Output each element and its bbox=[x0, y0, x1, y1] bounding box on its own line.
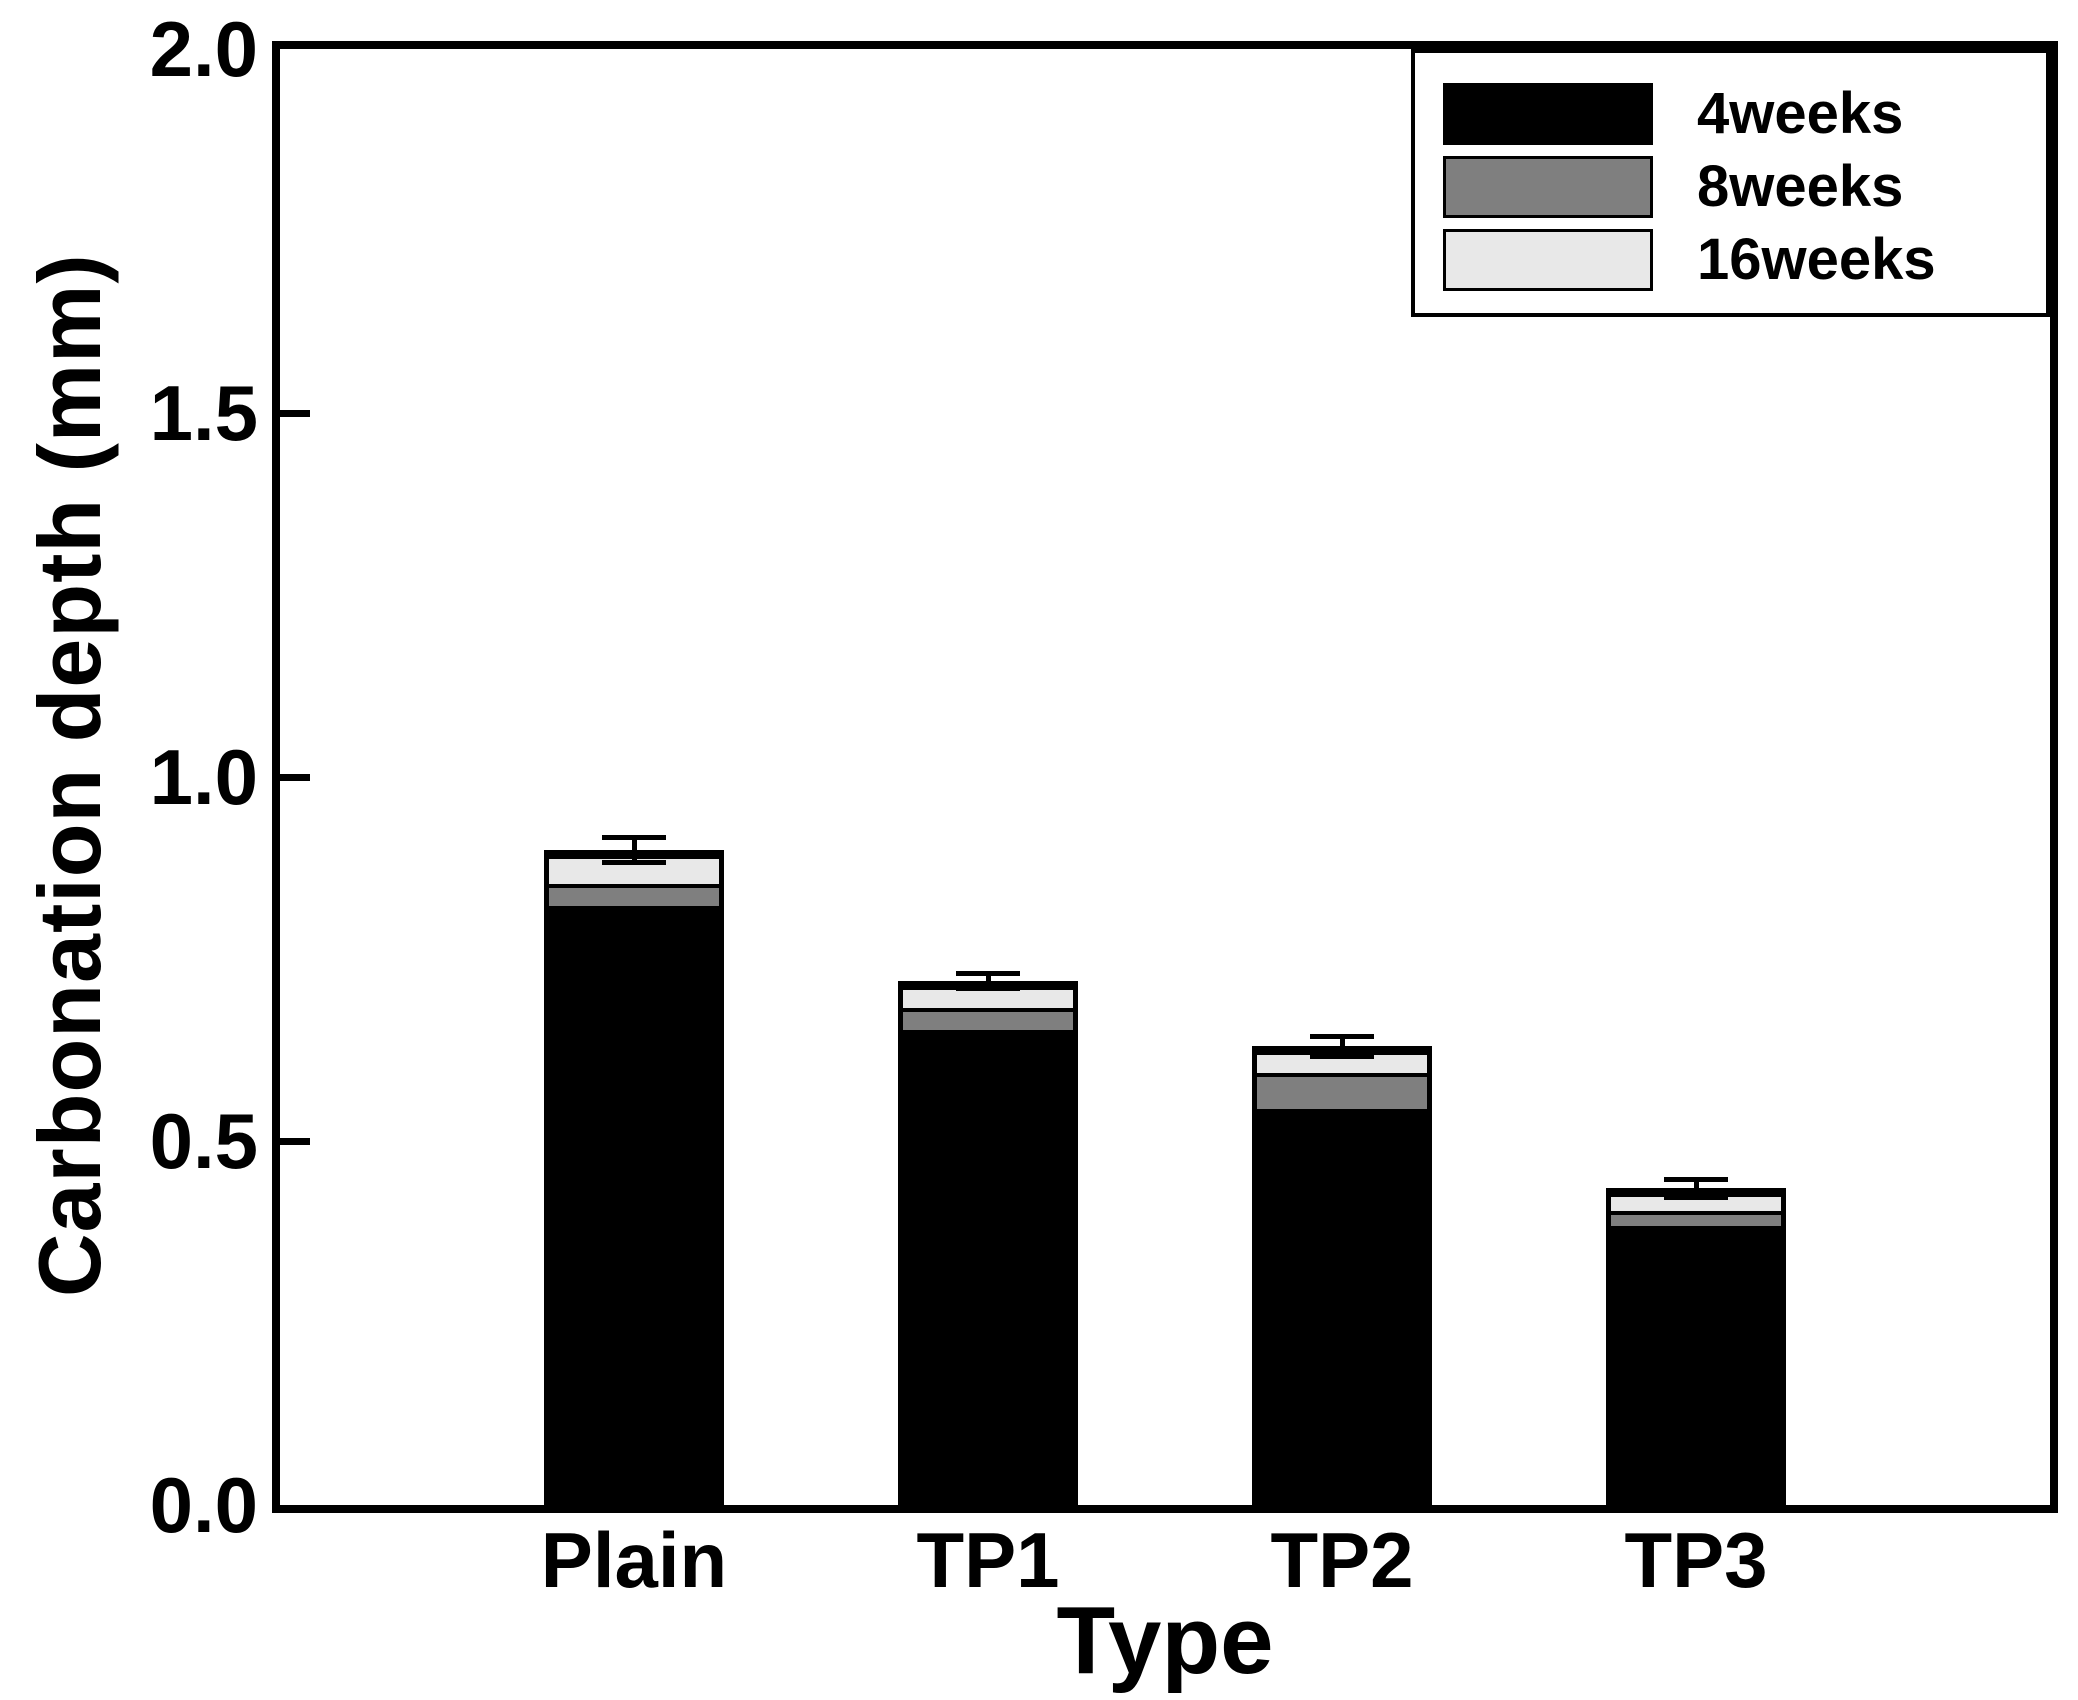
y-tick-mark bbox=[280, 773, 310, 781]
error-bar-plain bbox=[602, 834, 666, 866]
x-tick-label-plain: Plain bbox=[540, 1516, 728, 1604]
legend-label-16weeks: 16weeks bbox=[1697, 227, 1936, 292]
error-bar-stem bbox=[631, 834, 637, 866]
y-tick-label: 2.0 bbox=[149, 5, 258, 93]
legend-label-8weeks: 8weeks bbox=[1697, 154, 1904, 219]
stacked-bar-tp3 bbox=[1606, 1188, 1786, 1505]
x-axis-title: Type bbox=[1056, 1587, 1274, 1694]
error-bar-tp1 bbox=[956, 970, 1020, 992]
bar-segment-4weeks bbox=[1257, 1108, 1427, 1505]
stacked-bar-tp2 bbox=[1252, 1046, 1432, 1505]
error-bar-cap-top bbox=[1664, 1176, 1728, 1182]
stacked-bar-plain bbox=[544, 850, 724, 1505]
error-bar-cap-bottom bbox=[602, 860, 666, 866]
bar-segment-4weeks bbox=[1611, 1225, 1781, 1505]
legend-row-16weeks: 16weeks bbox=[1443, 229, 2036, 291]
bar-segment-8weeks bbox=[1257, 1072, 1427, 1109]
x-tick-label-tp3: TP3 bbox=[1624, 1516, 1768, 1604]
stacked-bar-tp1 bbox=[898, 981, 1078, 1505]
error-bar-tp3 bbox=[1664, 1176, 1728, 1200]
error-bar-stem bbox=[1693, 1176, 1699, 1200]
x-tick-label-tp2: TP2 bbox=[1270, 1516, 1414, 1604]
bar-segment-4weeks bbox=[549, 905, 719, 1505]
legend-row-8weeks: 8weeks bbox=[1443, 156, 2036, 218]
legend-swatch-16weeks bbox=[1443, 229, 1653, 291]
error-bar-cap-top bbox=[602, 834, 666, 840]
bar-segment-8weeks bbox=[549, 883, 719, 906]
legend-swatch-8weeks bbox=[1443, 156, 1653, 218]
y-tick-mark bbox=[280, 409, 310, 417]
error-bar-cap-bottom bbox=[1310, 1053, 1374, 1059]
y-tick-label: 1.5 bbox=[149, 369, 258, 457]
legend-row-4weeks: 4weeks bbox=[1443, 83, 2036, 145]
error-bar-cap-top bbox=[956, 970, 1020, 976]
bar-segment-4weeks bbox=[903, 1029, 1073, 1505]
bar-segment-8weeks bbox=[903, 1007, 1073, 1030]
x-tick-label-tp1: TP1 bbox=[916, 1516, 1060, 1604]
plot-inner bbox=[280, 49, 2050, 1505]
y-tick-label: 0.0 bbox=[149, 1461, 258, 1549]
error-bar-cap-bottom bbox=[956, 986, 1020, 992]
y-tick-label: 0.5 bbox=[149, 1097, 258, 1185]
bar-segment-8weeks bbox=[1611, 1210, 1781, 1226]
error-bar-cap-bottom bbox=[1664, 1194, 1728, 1200]
error-bar-cap-top bbox=[1310, 1033, 1374, 1039]
y-tick-label: 1.0 bbox=[149, 733, 258, 821]
y-tick-mark bbox=[280, 1137, 310, 1145]
error-bar-tp2 bbox=[1310, 1033, 1374, 1059]
legend-label-4weeks: 4weeks bbox=[1697, 81, 1904, 146]
error-bar-stem bbox=[985, 970, 991, 992]
legend-box: 4weeks 8weeks 16weeks bbox=[1411, 49, 2050, 317]
error-bar-stem bbox=[1339, 1033, 1345, 1059]
legend-swatch-4weeks bbox=[1443, 83, 1653, 145]
